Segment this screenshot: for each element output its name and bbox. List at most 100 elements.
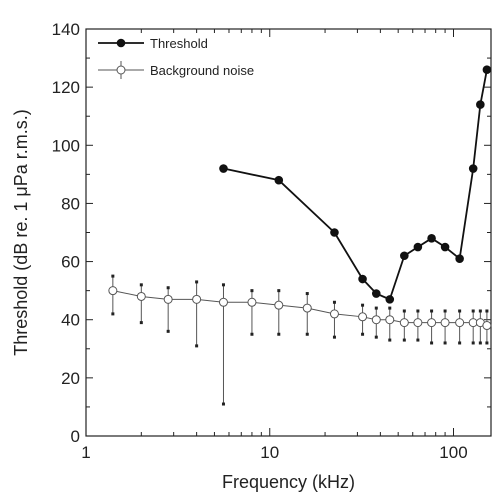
threshold-point	[371, 289, 381, 298]
background-noise-errorbar-cap	[139, 283, 143, 287]
series-background-noise	[108, 274, 492, 406]
threshold-point	[476, 100, 485, 109]
background-noise-errorbar-cap	[195, 280, 199, 284]
background-noise-errorbar-cap	[458, 309, 462, 313]
background-noise-errorbar-cap	[111, 312, 115, 316]
legend-item-background-noise: Background noise	[98, 61, 254, 79]
background-noise-errorbar-cap	[485, 341, 489, 345]
legend-item-threshold: Threshold	[98, 36, 208, 51]
threshold-point	[468, 164, 478, 173]
background-noise-errorbar-cap	[443, 309, 447, 313]
threshold-line	[223, 69, 488, 301]
background-noise-errorbar-cap	[402, 309, 406, 313]
y-tick-label: 60	[61, 253, 80, 272]
background-noise-errorbar-cap	[221, 283, 225, 287]
background-noise-point	[302, 303, 312, 313]
threshold-point	[455, 254, 464, 263]
background-noise-errorbar-cap	[139, 321, 143, 325]
y-tick-label: 140	[52, 20, 80, 39]
background-noise-point	[371, 315, 381, 325]
background-noise-errorbar-cap	[332, 335, 336, 339]
y-tick-label: 100	[52, 136, 80, 155]
background-noise-errorbar-cap	[458, 341, 462, 345]
background-noise-errorbar-cap	[478, 341, 482, 345]
background-noise-point	[385, 315, 395, 325]
legend-marker-threshold	[116, 38, 126, 48]
background-noise-errorbar-cap	[478, 309, 482, 313]
background-noise-point	[163, 294, 173, 304]
series-threshold	[219, 65, 492, 304]
x-tick-label: 10	[260, 443, 279, 462]
background-noise-errorbar-cap	[402, 338, 406, 342]
background-noise-errorbar-cap	[277, 332, 281, 336]
background-noise-point	[192, 294, 202, 304]
background-noise-errorbar-cap	[111, 274, 115, 278]
background-noise-errorbar-cap	[332, 300, 336, 304]
background-noise-errorbar-cap	[195, 344, 199, 348]
background-noise-errorbar-cap	[430, 341, 434, 345]
threshold-point	[482, 65, 492, 74]
legend-label-background-noise: Background noise	[150, 63, 254, 78]
x-tick-label: 1	[81, 443, 90, 462]
legend-label-threshold: Threshold	[150, 36, 208, 51]
background-noise-point	[218, 297, 228, 307]
background-noise-errorbar-cap	[166, 286, 170, 290]
background-noise-point	[399, 318, 409, 328]
background-noise-point	[413, 318, 423, 328]
threshold-point	[219, 164, 228, 173]
background-noise-point	[358, 312, 368, 322]
plot-frame-rect	[85, 28, 492, 437]
x-axis-title: Frequency (kHz)	[222, 472, 355, 492]
legend: Threshold Background noise	[98, 36, 254, 79]
background-noise-errorbar-cap	[277, 289, 281, 293]
plot-frame	[85, 28, 492, 437]
threshold-point	[440, 242, 450, 252]
background-noise-errorbar-cap	[374, 306, 378, 310]
background-noise-errorbar-cap	[374, 335, 378, 339]
background-noise-errorbar-cap	[305, 332, 309, 336]
background-noise-errorbar-cap	[388, 306, 392, 310]
background-noise-errorbar-cap	[361, 332, 365, 336]
background-noise-errorbar-cap	[485, 309, 489, 313]
background-noise-point	[482, 321, 492, 331]
background-noise-point	[247, 297, 257, 307]
legend-marker-background-noise	[116, 65, 126, 75]
threshold-point	[427, 234, 436, 243]
background-noise-errorbar-cap	[471, 341, 475, 345]
background-noise-point	[329, 309, 339, 319]
y-tick-label: 80	[61, 194, 80, 213]
axis-ticks: 0 20 40 60 80 100 120 140 1 10 100	[52, 20, 491, 462]
background-noise-point	[455, 318, 465, 328]
threshold-point	[274, 175, 284, 185]
x-tick-label: 100	[439, 443, 467, 462]
y-tick-label: 20	[61, 369, 80, 388]
threshold-point	[385, 295, 395, 304]
background-noise-errorbar-cap	[305, 292, 309, 296]
threshold-point	[413, 242, 423, 252]
background-noise-errorbar-cap	[221, 402, 225, 406]
background-noise-errorbar-cap	[361, 303, 365, 307]
threshold-point	[400, 251, 409, 261]
background-noise-errorbar-cap	[388, 338, 392, 342]
background-noise-point	[108, 286, 118, 296]
background-noise-errorbar-cap	[166, 329, 170, 333]
y-tick-label: 120	[52, 78, 80, 97]
background-noise-errorbar-cap	[416, 309, 420, 313]
background-noise-point	[427, 318, 437, 328]
background-noise-point	[274, 300, 284, 310]
background-noise-errorbar-cap	[430, 309, 434, 313]
y-tick-label: 0	[71, 427, 80, 446]
series-layer	[108, 65, 492, 406]
background-noise-errorbar-cap	[250, 332, 254, 336]
background-noise-errorbar-cap	[471, 309, 475, 313]
background-noise-point	[136, 291, 146, 301]
threshold-point	[358, 274, 367, 284]
y-axis-title: Threshold (dB re. 1 μPa r.m.s.)	[11, 109, 31, 355]
background-noise-point	[440, 318, 450, 328]
threshold-point	[330, 228, 339, 237]
background-noise-errorbar-cap	[250, 289, 254, 293]
background-noise-errorbar-cap	[443, 341, 447, 345]
background-noise-errorbar-cap	[416, 338, 420, 342]
y-tick-label: 40	[61, 311, 80, 330]
